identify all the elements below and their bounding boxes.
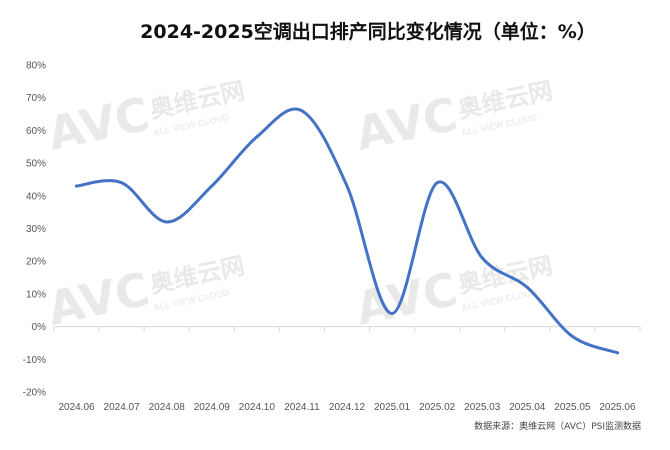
y-tick-label: 40%: [26, 191, 46, 202]
x-axis: [53, 326, 641, 332]
x-tick-label: 2025.01: [374, 402, 411, 413]
watermark-logo: AVC: [43, 87, 154, 161]
x-tick-label: 2024.10: [239, 402, 276, 413]
y-tick-label: 20%: [26, 257, 46, 268]
data-point: [255, 135, 259, 139]
data-point: [210, 184, 214, 188]
x-tick-label: 2025.02: [419, 402, 456, 413]
x-tick-label: 2025.04: [509, 402, 546, 413]
watermark-brand-cn: 奥维云网: [455, 77, 555, 124]
x-tick-label: 2024.11: [284, 402, 320, 413]
x-tick-label: 2025.05: [554, 402, 591, 413]
data-point: [300, 109, 304, 113]
source-note: 数据来源：奥维云网（AVC）PSI监测数据: [474, 420, 641, 432]
data-point: [75, 184, 79, 188]
x-tick-label: 2025.03: [464, 402, 501, 413]
series-layer: [75, 107, 619, 355]
y-tick-label: 80%: [26, 61, 46, 72]
watermark-logo: AVC: [351, 262, 462, 336]
y-axis-ticks: 80% 70% 60% 50% 40% 30% 20% 10% 0% -10% -20%: [23, 61, 46, 399]
x-tick-label: 2024.06: [58, 402, 95, 413]
data-point: [480, 256, 484, 260]
y-tick-label: 0%: [32, 322, 47, 333]
y-tick-label: 70%: [26, 93, 46, 104]
y-tick-label: 50%: [26, 159, 46, 170]
y-tick-label: 30%: [26, 224, 46, 235]
data-point: [345, 184, 349, 188]
x-tick-label: 2024.07: [104, 402, 141, 413]
x-tick-label: 2024.12: [329, 402, 366, 413]
y-tick-label: 60%: [26, 126, 46, 137]
watermark-brand-cn: 奥维云网: [147, 252, 247, 299]
series-line: [75, 107, 619, 355]
chart-title: 2024-2025空调出口排产同比变化情况（单位：%）: [140, 20, 596, 43]
y-tick-label: -20%: [23, 388, 46, 399]
data-point: [615, 351, 619, 355]
x-tick-label: 2024.09: [194, 402, 231, 413]
watermark-brand-cn: 奥维云网: [147, 77, 247, 124]
y-tick-label: 10%: [26, 289, 46, 300]
data-point: [570, 334, 574, 338]
y-tick-label: -10%: [23, 355, 46, 366]
data-point: [435, 181, 439, 185]
x-axis-ticks: 2024.06 2024.07 2024.08 2024.09 2024.10 2024.…: [58, 402, 636, 413]
data-point: [165, 220, 169, 224]
watermark-logo: AVC: [351, 87, 462, 161]
data-point: [120, 181, 124, 185]
x-tick-label: 2025.06: [599, 402, 636, 413]
data-point: [390, 312, 394, 316]
data-point: [525, 285, 529, 289]
x-tick-label: 2024.08: [149, 402, 186, 413]
watermark-logo: AVC: [43, 262, 154, 336]
